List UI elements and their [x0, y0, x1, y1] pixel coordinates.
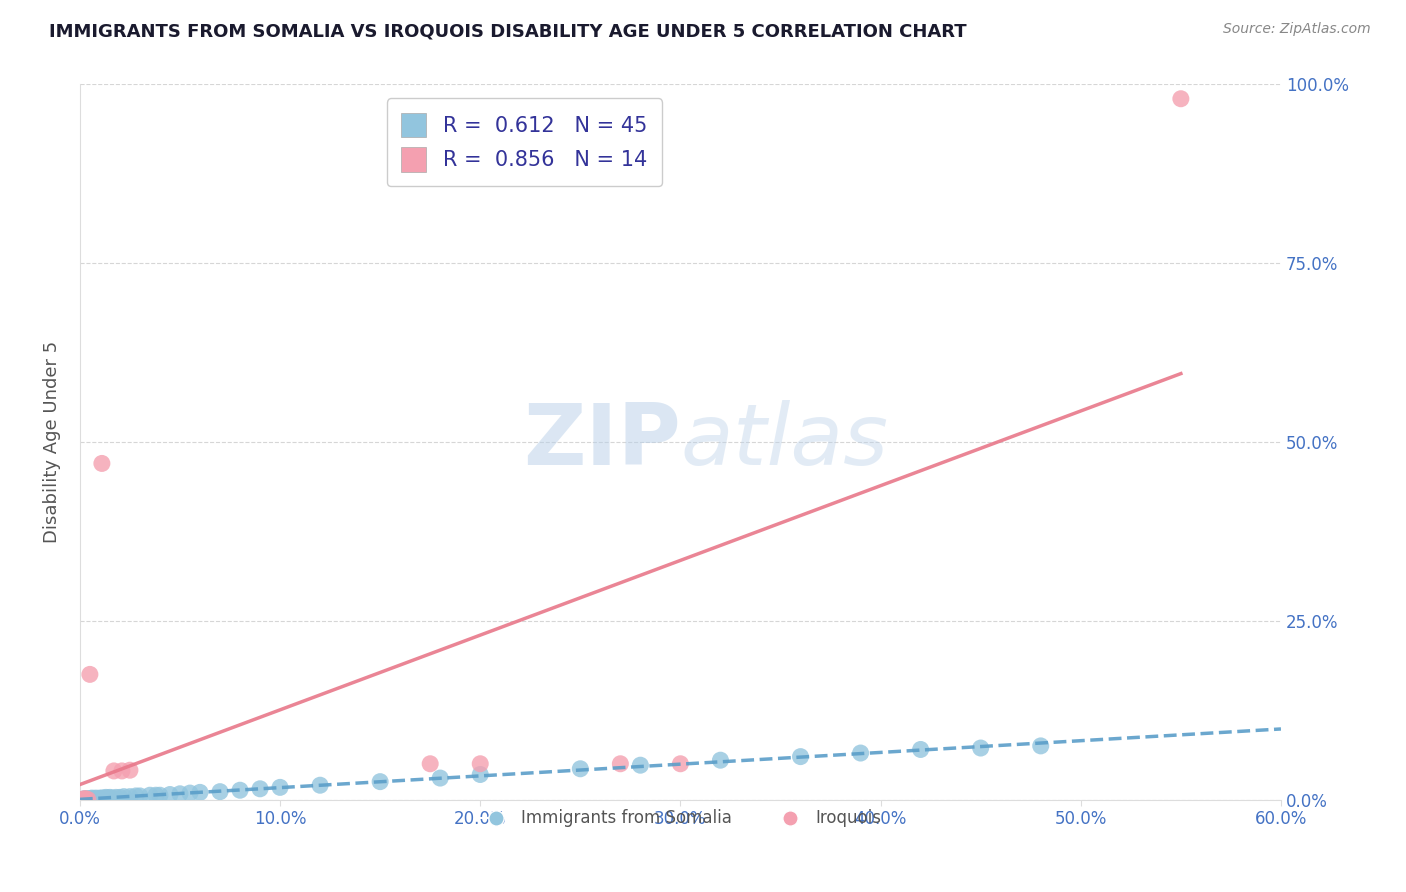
- Point: [104, 790, 127, 805]
- Point: [79, 667, 101, 681]
- Point: [419, 756, 441, 771]
- Point: [125, 789, 148, 803]
- Point: [470, 756, 492, 771]
- Point: [849, 746, 872, 760]
- Point: [94, 790, 117, 805]
- Point: [709, 753, 731, 767]
- Point: [89, 791, 111, 805]
- Point: [1170, 92, 1192, 106]
- Point: [77, 792, 100, 806]
- Point: [90, 457, 112, 471]
- Point: [79, 792, 101, 806]
- Point: [609, 756, 631, 771]
- Point: [139, 789, 162, 803]
- Point: [368, 774, 391, 789]
- Point: [103, 764, 125, 778]
- Point: [429, 771, 451, 785]
- Point: [669, 756, 692, 771]
- Point: [970, 741, 993, 756]
- Point: [75, 792, 97, 806]
- Point: [309, 778, 332, 792]
- Text: IMMIGRANTS FROM SOMALIA VS IROQUOIS DISABILITY AGE UNDER 5 CORRELATION CHART: IMMIGRANTS FROM SOMALIA VS IROQUOIS DISA…: [49, 22, 967, 40]
- Legend: Immigrants from Somalia, Iroquois: Immigrants from Somalia, Iroquois: [472, 803, 889, 834]
- Point: [208, 785, 231, 799]
- Point: [112, 789, 135, 804]
- Point: [77, 792, 100, 806]
- Point: [93, 791, 115, 805]
- Point: [75, 792, 97, 806]
- Point: [145, 789, 167, 803]
- Point: [118, 789, 141, 804]
- Point: [87, 792, 110, 806]
- Point: [229, 783, 252, 797]
- Point: [84, 791, 107, 805]
- Point: [169, 787, 191, 801]
- Point: [90, 791, 112, 805]
- Point: [111, 764, 134, 778]
- Point: [108, 790, 131, 805]
- Point: [628, 758, 651, 772]
- Point: [70, 792, 93, 806]
- Text: atlas: atlas: [681, 401, 889, 483]
- Point: [269, 780, 291, 795]
- Point: [149, 789, 172, 803]
- Point: [101, 791, 124, 805]
- Point: [569, 762, 592, 776]
- Point: [159, 788, 181, 802]
- Point: [118, 763, 141, 777]
- Text: Source: ZipAtlas.com: Source: ZipAtlas.com: [1223, 22, 1371, 37]
- Point: [249, 781, 271, 796]
- Point: [73, 792, 96, 806]
- Point: [97, 791, 120, 805]
- Y-axis label: Disability Age Under 5: Disability Age Under 5: [44, 341, 60, 543]
- Point: [80, 791, 103, 805]
- Point: [470, 767, 492, 781]
- Point: [129, 789, 152, 803]
- Text: ZIP: ZIP: [523, 401, 681, 483]
- Point: [73, 792, 96, 806]
- Point: [188, 785, 211, 799]
- Point: [1029, 739, 1052, 753]
- Point: [98, 790, 121, 805]
- Point: [70, 792, 93, 806]
- Point: [179, 786, 201, 800]
- Point: [789, 749, 811, 764]
- Point: [910, 742, 932, 756]
- Point: [83, 792, 105, 806]
